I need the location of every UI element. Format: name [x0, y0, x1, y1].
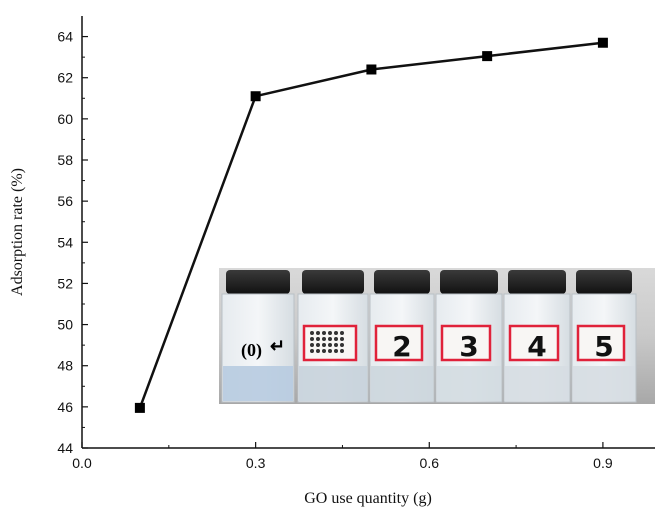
vial-liquid	[299, 366, 367, 401]
x-tick-label: 0.9	[593, 455, 613, 471]
vial-cap	[508, 270, 566, 294]
y-tick-label: 58	[57, 152, 73, 168]
adsorption-series	[134, 37, 608, 413]
scribble-mark	[340, 343, 344, 347]
vial-cap	[226, 270, 290, 294]
scribble-mark	[322, 343, 326, 347]
scribble-mark	[340, 331, 344, 335]
vial-number-label: 2	[392, 330, 411, 363]
y-tick-label: 62	[57, 70, 73, 86]
vial-liquid	[505, 366, 569, 401]
scribble-mark	[310, 331, 314, 335]
scribble-mark	[322, 331, 326, 335]
vial-liquid	[371, 366, 433, 401]
y-tick-label: 54	[57, 234, 73, 250]
vial-cap	[440, 270, 498, 294]
x-tick-label: 0.3	[246, 455, 266, 471]
y-tick-label: 56	[57, 193, 73, 209]
vial-number-label: 3	[459, 330, 478, 363]
y-tick-label: 60	[57, 111, 73, 127]
y-tick-label: 52	[57, 275, 73, 291]
x-tick-label: 0.0	[72, 455, 92, 471]
vial-number-label: 5	[594, 330, 613, 363]
scribble-mark	[334, 349, 338, 353]
vial-tag	[440, 324, 492, 362]
vials-photo: 2 3 4 5 (0) ↵	[219, 268, 655, 404]
data-point-marker	[134, 402, 145, 413]
vial-tag	[576, 324, 626, 362]
scribble-mark	[322, 349, 326, 353]
data-point-marker	[366, 64, 377, 75]
y-axis-title: Adsorption rate (%)	[9, 168, 26, 296]
vial-cap	[374, 270, 430, 294]
scribble-mark	[310, 337, 314, 341]
y-tick-label: 48	[57, 358, 73, 374]
scribble-mark	[328, 331, 332, 335]
scribble-mark	[310, 343, 314, 347]
y-tick-label: 64	[57, 29, 73, 45]
scribble-mark	[316, 343, 320, 347]
scribble-mark	[328, 343, 332, 347]
scribble-mark	[334, 337, 338, 341]
y-tick-label: 44	[57, 440, 73, 456]
scribble-mark	[328, 349, 332, 353]
vial-tag	[374, 324, 424, 362]
y-tick-label: 46	[57, 399, 73, 415]
scribble-mark	[316, 331, 320, 335]
return-arrow-icon: ↵	[270, 336, 285, 356]
scribble-mark	[322, 337, 326, 341]
x-tick-label: 0.6	[420, 455, 440, 471]
scribble-mark	[310, 349, 314, 353]
scribble-mark	[316, 349, 320, 353]
data-point-marker	[482, 51, 493, 62]
vial-cap	[576, 270, 632, 294]
scribble-mark	[334, 331, 338, 335]
scribble-mark	[316, 337, 320, 341]
vial-liquid	[437, 366, 501, 401]
scribble-mark	[340, 337, 344, 341]
x-axis-title: GO use quantity (g)	[304, 490, 432, 507]
scribble-mark	[334, 343, 338, 347]
vial-liquid	[223, 366, 293, 401]
photo-label-0: (0)	[241, 340, 262, 361]
data-point-marker	[597, 37, 608, 48]
scribble-mark	[340, 349, 344, 353]
data-point-marker	[250, 91, 261, 102]
vial-cap	[302, 270, 364, 294]
vial-number-label: 4	[527, 330, 546, 363]
vial-liquid	[573, 366, 635, 401]
scribble-mark	[328, 337, 332, 341]
vial-tag	[508, 324, 560, 362]
y-tick-label: 50	[57, 317, 73, 333]
